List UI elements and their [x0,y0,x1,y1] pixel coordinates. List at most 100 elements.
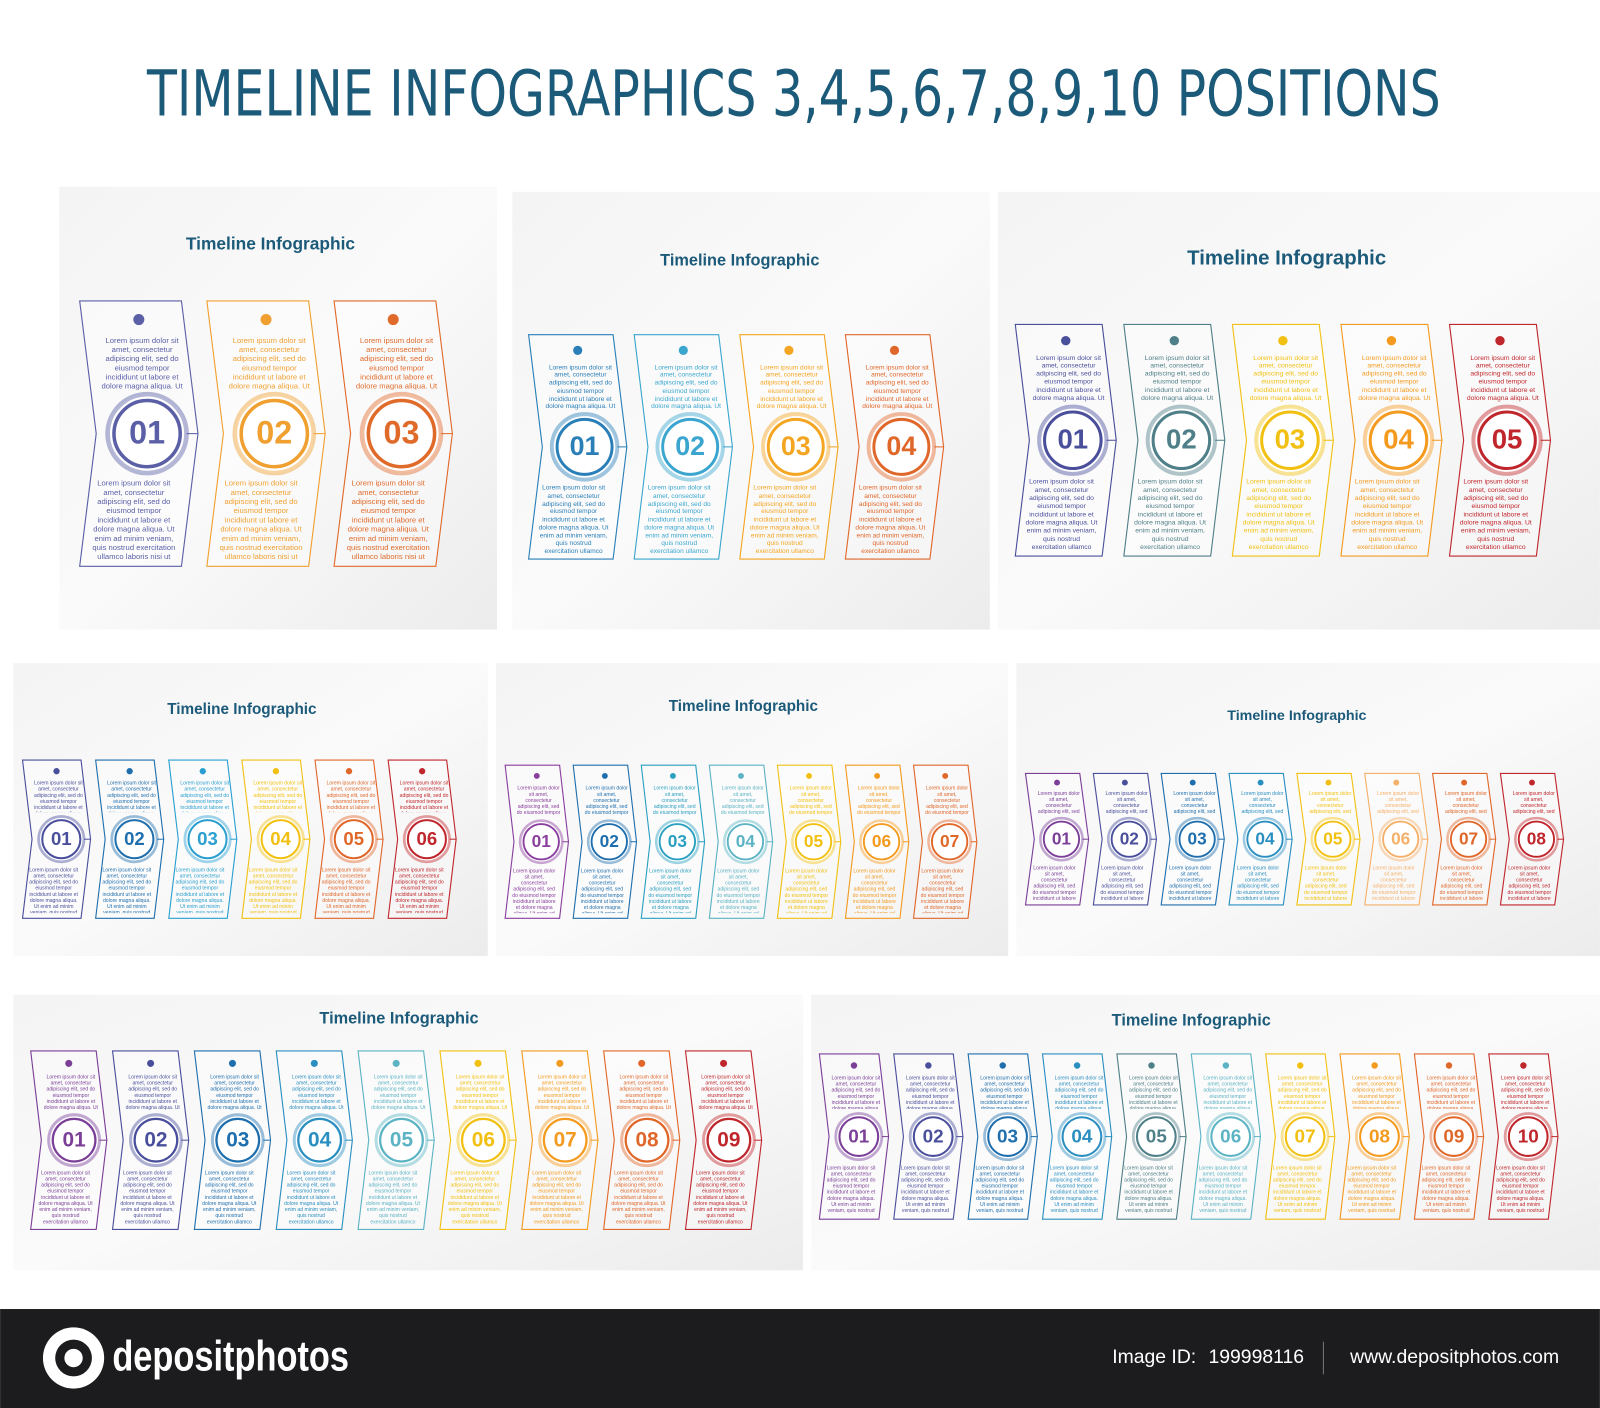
step-top-text-box: Lorem ipsum dolor sit amet, consectetur … [925,785,969,816]
step-top-text: Lorem ipsum dolor sit amet, consectetur … [652,785,697,816]
step-icon [1461,779,1468,786]
step-bottom-text-box: Lorem ipsum dolor sit amet, consectetur … [1050,1165,1099,1214]
timeline-step: 05 Lorem ipsum dolor sit amet, consectetu… [357,1050,435,1231]
timeline-step: 03 Lorem ipsum dolor sit amet, consectetu… [739,334,839,560]
footer-bar [0,1309,1600,1408]
step-ring [1260,410,1320,471]
step-bottom-text-box: Lorem ipsum dolor sit amet, consectetur … [102,867,151,913]
image-id-label: Image ID: [1112,1346,1196,1368]
footer: depositphotos Image ID: 199998116 www.de… [0,1309,1600,1408]
step-ring [1517,820,1556,858]
step-bottom-text: Lorem ipsum dolor sit amet, consectetur … [1124,1164,1173,1214]
step-ring [1433,1116,1475,1158]
step-icon [678,345,688,355]
step-bottom-text-box: Lorem ipsum dolor sit amet, consectetur … [512,868,556,913]
step-number: 04 [1383,424,1414,455]
step-ring [1061,1116,1103,1158]
step-bottom-text-box: Lorem ipsum dolor sit amet, consectetur … [1460,479,1532,551]
timeline-step: 06 Lorem ipsum dolor sit amet, consectetu… [439,1050,517,1231]
step-ring [555,417,614,476]
timeline-step: 10 Lorem ipsum dolor sit amet, consectetu… [1488,1053,1559,1220]
step-top-text-box: Lorem ipsum dolor sit amet, consectetur … [371,1074,425,1111]
step-number: 06 [472,1128,495,1151]
step-bottom-text-box: Lorem ipsum dolor sit amet, consectetur … [1351,478,1424,551]
step-icon [1061,335,1071,346]
timeline-step: 06 Lorem ipsum dolor sit amet, consectetu… [387,759,457,919]
step-top-text: Lorem ipsum dolor sit amet, consectetur … [857,785,901,816]
timeline-step: 01 Lorem ipsum dolor sit amet, consectetu… [79,300,199,567]
step-bottom-text-box: Lorem ipsum dolor sit amet, consectetur … [1026,479,1098,551]
step-bottom-text: Lorem ipsum dolor sit amet, consectetur … [346,478,430,561]
step-icon [889,345,900,355]
step-bottom-text: Lorem ipsum dolor sit amet, consectetur … [580,867,625,913]
timeline-step: 03 Lorem ipsum dolor sit amet, consectetu… [168,759,238,919]
step-top-text-box: Lorem ipsum dolor sit amet, consectetur … [862,364,932,410]
step-bottom-text-box: Lorem ipsum dolor sit amet, consectetur … [202,1171,256,1225]
step-number: 04 [1071,1126,1093,1147]
step-ring [1151,410,1212,471]
step-number: 03 [383,414,419,450]
step-ring [1246,820,1284,858]
step-number: 01 [63,1128,86,1151]
step-ring [624,1117,670,1163]
step-bottom-text: Lorem ipsum dolor sit amet, consectetur … [394,866,444,914]
timeline-step: 02 Lorem ipsum dolor sit amet, consectetu… [1123,323,1226,557]
step-bottom-text: Lorem ipsum dolor sit amet, consectetur … [975,1164,1025,1214]
step-bottom-text: Lorem ipsum dolor sit amet, consectetur … [29,866,79,914]
step-bottom-text: Lorem ipsum dolor sit amet, consectetur … [120,1170,175,1225]
step-bottom-text-box: Lorem ipsum dolor sit amet, consectetur … [853,868,897,913]
step-ring [661,417,720,476]
timeline-step: 07 Lorem ipsum dolor sit amet, consectetu… [521,1050,599,1231]
step-ring [133,1117,179,1163]
panel-title: Timeline Infographic [186,233,355,253]
step-icon [387,314,399,326]
step-ring [379,1117,424,1163]
panel-background [512,191,990,630]
step-top-text: Lorem ipsum dolor sit amet, consectetur … [1249,354,1322,403]
step-number: 03 [1275,424,1306,455]
step-top-text-box: Lorem ipsum dolor sit amet, consectetur … [1352,1075,1401,1109]
step-top-text-box: Lorem ipsum dolor sit amet, consectetur … [585,785,629,816]
step-top-text: Lorem ipsum dolor sit amet, consectetur … [651,363,721,411]
step-ring [862,823,901,861]
step-top-text-box: Lorem ipsum dolor sit amet, consectetur … [1106,790,1148,814]
timeline-step: 09 Lorem ipsum dolor sit amet, consectetu… [1413,1053,1485,1220]
step-ring [794,823,833,861]
step-number: 02 [923,1126,944,1147]
step-top-text-box: Lorem ipsum dolor sit amet, consectetur … [1445,790,1487,814]
step-bottom-text-box: Lorem ipsum dolor sit amet, consectetur … [1273,1165,1322,1214]
step-top-text-box: Lorem ipsum dolor sit amet, consectetur … [1501,1075,1550,1109]
step-number: 02 [1120,828,1139,848]
step-bottom-text: Lorem ipsum dolor sit amet, consectetur … [1421,1164,1471,1214]
step-bottom-text: Lorem ipsum dolor sit amet, consectetur … [1439,865,1484,900]
step-top-text-box: Lorem ipsum dolor sit amet, consectetur … [789,785,833,816]
step-bottom-text-box: Lorem ipsum dolor sit amet, consectetur … [1124,1164,1173,1214]
step-number: 05 [343,828,364,849]
step-bottom-text: Lorem ipsum dolor sit amet, consectetur … [1351,478,1424,551]
step-top-text: Lorem ipsum dolor sit amet, consectetur … [355,335,438,391]
timeline-step: 01 Lorem ipsum dolor sit amet, consectetu… [818,1053,890,1220]
step-top-text-box: Lorem ipsum dolor sit amet, consectetur … [1203,1075,1252,1109]
step-ring [1110,820,1148,858]
step-icon [53,768,60,775]
step-top-text-box: Lorem ipsum dolor sit amet, consectetur … [757,364,827,410]
step-icon [1297,1062,1304,1069]
step-top-text: Lorem ipsum dolor sit amet, consectetur … [125,1074,180,1111]
panel: Timeline Infographic 01 Lorem ipsum dolor … [59,186,497,630]
step-bottom-text-box: Lorem ipsum dolor sit amet, consectetur … [855,484,926,555]
step-icon [272,768,280,775]
panel: Timeline Infographic 01 Lorem ipsum dolor … [1016,663,1600,957]
step-number: 02 [256,414,292,450]
timeline-step: 05 Lorem ipsum dolor sit amet, consectetu… [1296,772,1361,906]
step-ring [260,819,301,860]
timeline-step: 01 Lorem ipsum dolor sit amet, consectetu… [30,1050,108,1231]
step-number: 03 [226,1128,249,1151]
timeline-step: 02 Lorem ipsum dolor sit amet, consectetu… [206,300,326,567]
step-top-text-box: Lorem ipsum dolor sit amet, consectetur … [1055,1075,1104,1109]
step-top-text: Lorem ipsum dolor sit amet, consectetur … [289,1074,344,1111]
step-number: 01 [51,828,72,849]
timeline-step: 02 Lorem ipsum dolor sit amet, consectetu… [893,1053,964,1220]
step-icon [533,772,540,779]
step-bottom-text: Lorem ipsum dolor sit amet, consectetur … [855,484,926,555]
